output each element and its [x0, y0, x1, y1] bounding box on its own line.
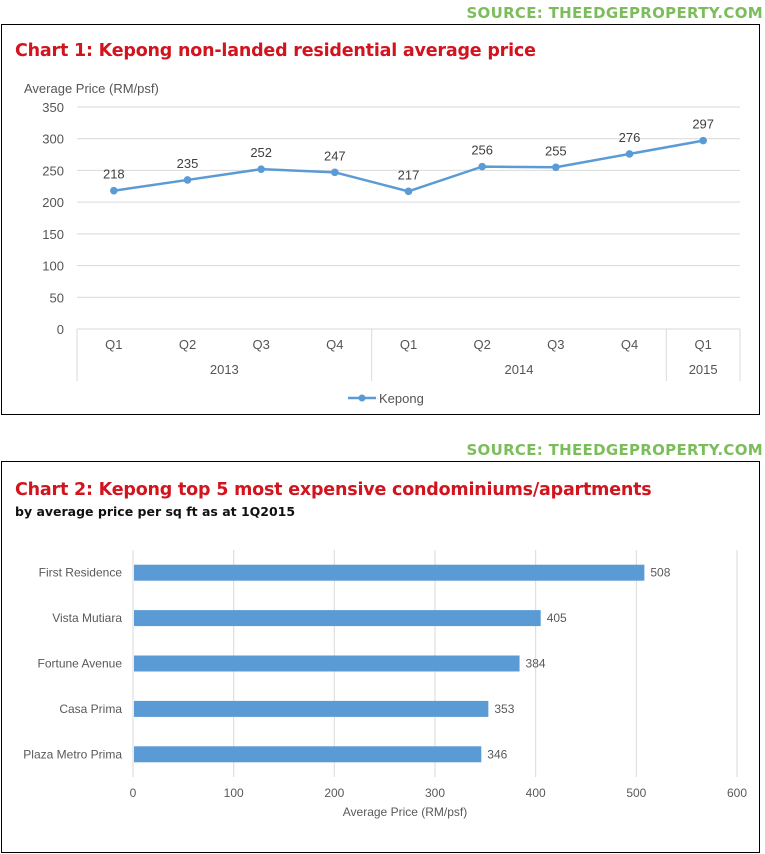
- data-point: [257, 165, 265, 173]
- y-tick-label: 350: [42, 100, 64, 115]
- data-point: [552, 163, 560, 172]
- y-tick-label: 200: [42, 195, 64, 210]
- x-group-label: 2014: [505, 362, 534, 377]
- chart-2-subtitle: by average price per sq ft as at 1Q2015: [15, 504, 296, 519]
- chart-1-plot: 0 50 100 150 200 250 300 350 2013 2014 2015 Q1 Q2 Q3 Q…: [42, 100, 741, 406]
- data-point: [331, 168, 339, 177]
- chart-2-plot: 0 100 200 300 400 500 600 First Residence 508 Vis…: [23, 550, 747, 819]
- category-label: Plaza Metro Prima: [23, 747, 122, 761]
- source-label-bottom: SOURCE: THEEDGEPROPERTY.COM: [466, 441, 763, 459]
- x-tick-label: Q3: [547, 337, 564, 352]
- category-label: Fortune Avenue: [37, 657, 122, 671]
- data-label: 297: [692, 117, 714, 132]
- data-point: [625, 150, 634, 158]
- y-tick-label: 250: [42, 163, 64, 178]
- x-group-label: 2013: [210, 362, 239, 377]
- data-label: 256: [471, 143, 493, 158]
- x-tick-label: 500: [626, 786, 646, 800]
- chart-1-panel: Chart 1: Kepong non-landed residential a…: [1, 24, 760, 415]
- data-label: 218: [103, 167, 125, 182]
- x-group-label: 2015: [689, 362, 718, 377]
- x-tick-label: 0: [130, 786, 137, 800]
- chart-2-title: Chart 2: Kepong top 5 most expensive con…: [15, 480, 652, 500]
- data-label: 346: [487, 747, 507, 761]
- data-label: 255: [545, 143, 567, 158]
- legend-label: Kepong: [379, 391, 424, 406]
- category-label: First Residence: [39, 566, 123, 580]
- data-label: 217: [398, 167, 420, 182]
- source-label-top: SOURCE: THEEDGEPROPERTY.COM: [466, 4, 763, 22]
- x-tick-label: 300: [425, 786, 445, 800]
- data-point: [404, 187, 413, 196]
- x-tick-label: Q2: [473, 337, 490, 352]
- data-label: 353: [494, 702, 514, 716]
- x-tick-label: Q1: [694, 337, 711, 352]
- chart-1-title: Chart 1: Kepong non-landed residential a…: [15, 41, 536, 61]
- x-tick-label: 600: [727, 786, 747, 800]
- bar: [134, 655, 520, 672]
- bar: [134, 746, 482, 763]
- x-axis-label: Average Price (RM/psf): [343, 805, 467, 819]
- x-tick-label: 200: [324, 786, 344, 800]
- x-tick-label: Q3: [252, 337, 269, 352]
- data-label: 247: [324, 148, 346, 163]
- data-point: [699, 136, 707, 145]
- x-tick-label: Q2: [179, 337, 196, 352]
- x-tick-label: Q4: [621, 337, 638, 352]
- bar: [134, 610, 541, 627]
- chart-2-panel: Chart 2: Kepong top 5 most expensive con…: [1, 461, 760, 853]
- x-tick-label: Q1: [105, 337, 122, 352]
- data-point: [183, 176, 192, 184]
- y-tick-label: 100: [42, 259, 64, 274]
- data-label: 384: [526, 657, 546, 671]
- x-tick-label: Q1: [400, 337, 417, 352]
- chart-1-y-axis-label: Average Price (RM/psf): [24, 81, 159, 96]
- y-tick-label: 50: [50, 290, 64, 305]
- legend-marker: [358, 394, 366, 402]
- data-label: 235: [177, 156, 199, 171]
- x-tick-label: 100: [224, 786, 244, 800]
- y-tick-label: 150: [42, 227, 64, 242]
- series-line-kepong: [113, 139, 704, 193]
- data-label: 252: [250, 145, 272, 160]
- category-label: Vista Mutiara: [52, 611, 122, 625]
- data-point: [478, 162, 486, 171]
- data-point: [110, 186, 118, 195]
- data-label: 276: [619, 130, 641, 145]
- bar: [134, 700, 489, 717]
- x-tick-label: Q4: [326, 337, 343, 352]
- category-label: Casa Prima: [59, 702, 122, 716]
- data-label: 508: [650, 566, 670, 580]
- y-tick-label: 0: [57, 322, 64, 337]
- x-tick-label: 400: [526, 786, 546, 800]
- y-tick-label: 300: [42, 132, 64, 147]
- bar: [134, 564, 645, 581]
- data-label: 405: [547, 611, 567, 625]
